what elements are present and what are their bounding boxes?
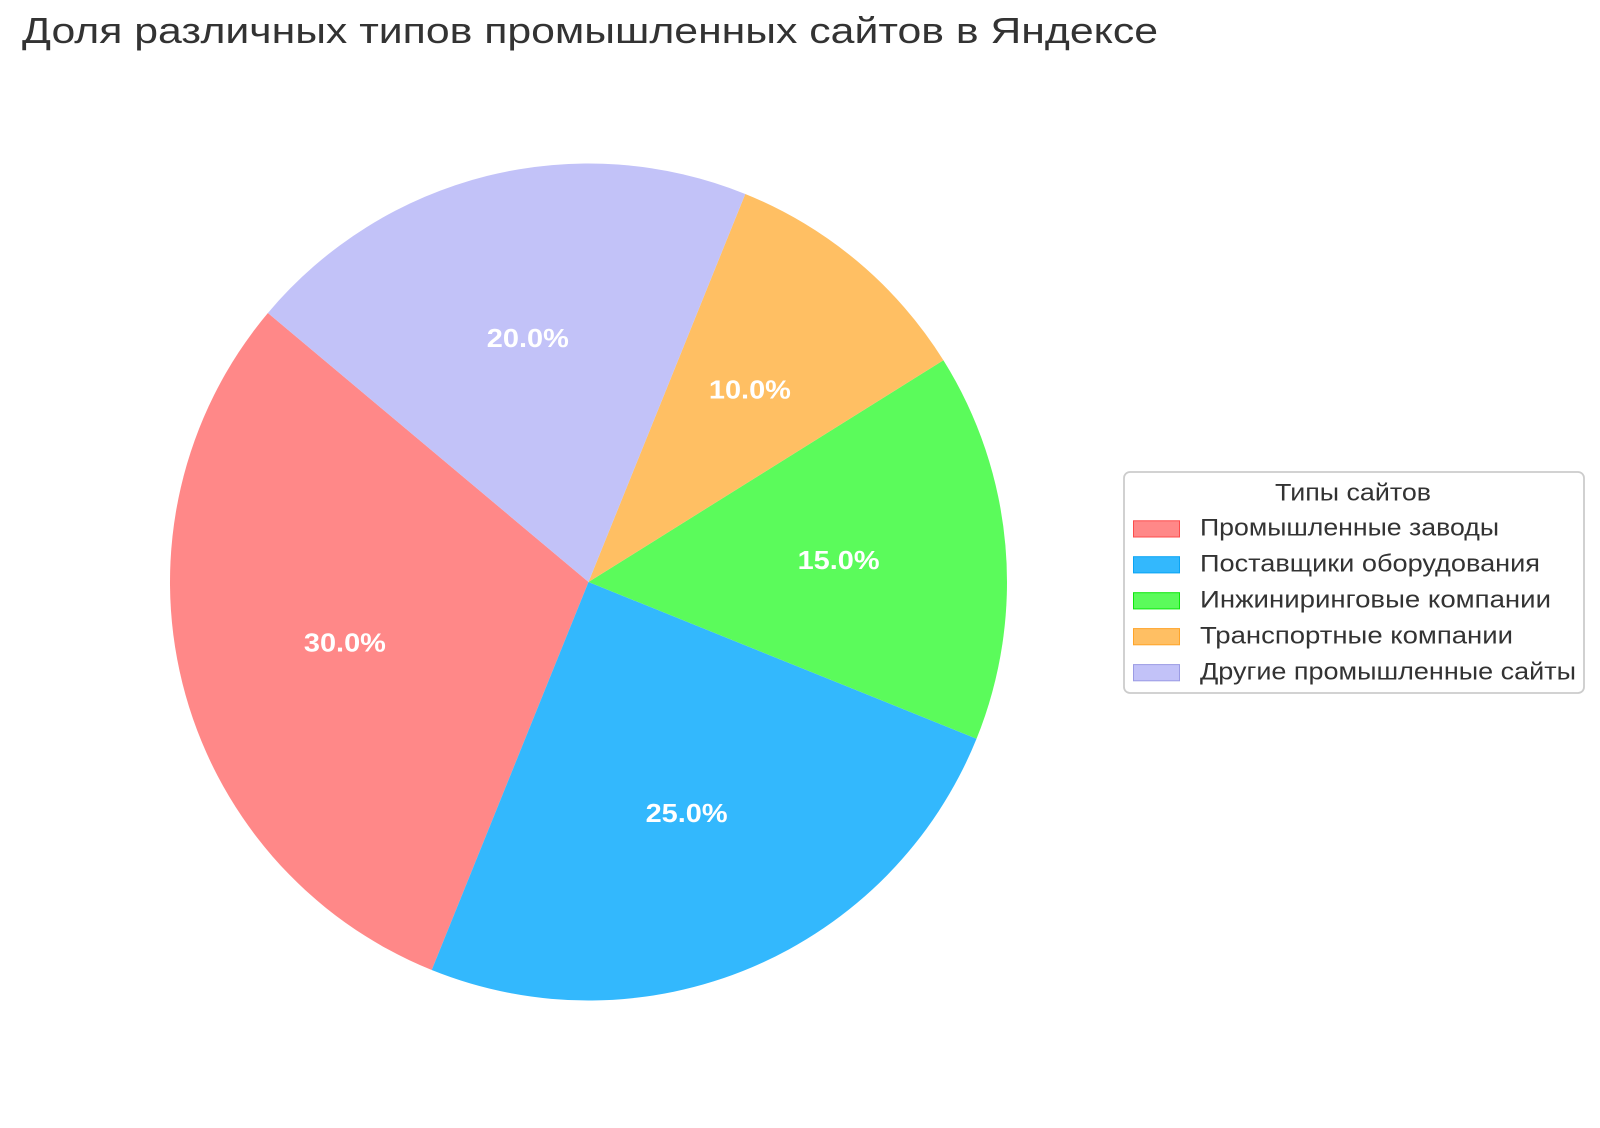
svg-text:Инжиниринговые компании: Инжиниринговые компании: [1200, 587, 1551, 614]
svg-text:25.0%: 25.0%: [646, 800, 728, 828]
svg-text:10.0%: 10.0%: [709, 376, 791, 404]
svg-text:20.0%: 20.0%: [487, 325, 569, 353]
svg-text:Промышленные заводы: Промышленные заводы: [1200, 515, 1499, 542]
svg-text:Другие промышленные сайты: Другие промышленные сайты: [1200, 658, 1576, 685]
svg-text:15.0%: 15.0%: [798, 547, 880, 575]
svg-text:Поставщики оборудования: Поставщики оборудования: [1200, 551, 1540, 578]
svg-text:Доля различных типов промышлен: Доля различных типов промышленных сайтов…: [22, 10, 1158, 51]
svg-text:Типы сайтов: Типы сайтов: [1275, 479, 1431, 506]
svg-text:30.0%: 30.0%: [304, 629, 386, 657]
svg-text:Транспортные компании: Транспортные компании: [1200, 623, 1513, 650]
